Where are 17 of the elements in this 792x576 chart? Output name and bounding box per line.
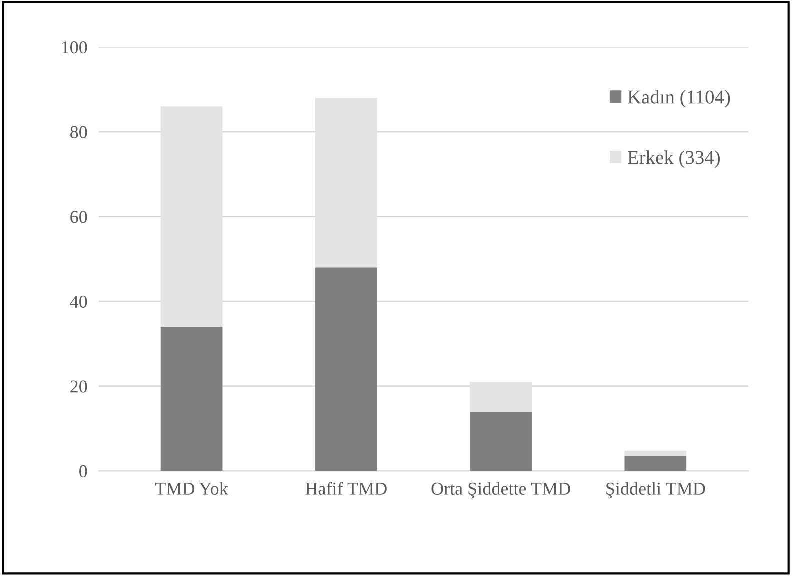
legend-label: Erkek (334) [628, 150, 720, 168]
y-tick-label: 20 [70, 380, 88, 393]
x-tick-label: Şiddetli TMD [606, 482, 706, 499]
y-tick-label: 60 [70, 211, 88, 224]
x-tick-label: Hafif TMD [306, 482, 387, 495]
x-tick-label: TMD Yok [155, 482, 228, 495]
y-tick-label: 100 [62, 41, 88, 54]
y-tick-label: 40 [70, 296, 88, 308]
y-tick-label: 0 [80, 465, 88, 478]
bar [160, 327, 223, 472]
y-tick-label: 80 [70, 126, 88, 138]
x-tick-label: Orta Şiddette TMD [432, 482, 570, 499]
bar [470, 412, 532, 472]
bar [624, 450, 687, 456]
bar [624, 456, 687, 472]
legend-label: Kadın (1104) [628, 90, 730, 108]
bar [315, 268, 378, 472]
